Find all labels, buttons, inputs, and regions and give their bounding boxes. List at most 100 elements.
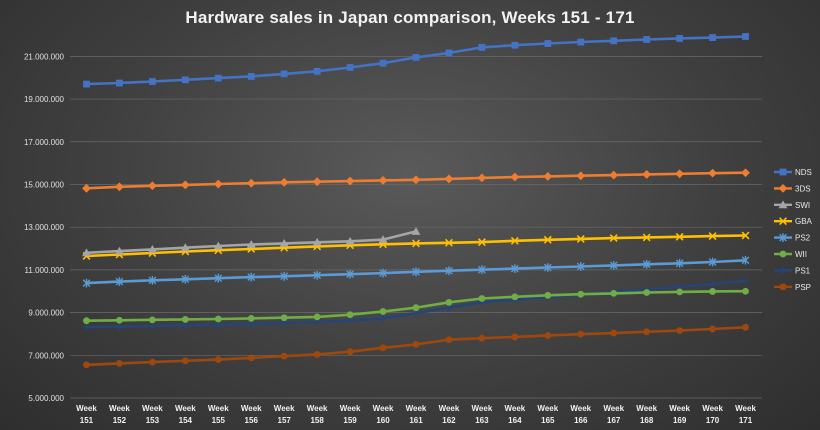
legend-label: SWI [795, 201, 810, 210]
data-point-nds [511, 41, 519, 49]
legend-item-wii: WII [774, 250, 807, 259]
legend-marker [778, 184, 788, 193]
data-point-nds [709, 34, 716, 41]
data-point-wii [577, 290, 585, 298]
series-group [82, 33, 750, 369]
y-tick-label: 7.000.000 [28, 351, 64, 360]
data-point-ps2 [247, 272, 256, 282]
x-tick-label: 157 [278, 416, 292, 425]
legend-item-gba: GBA [774, 217, 813, 226]
x-tick-label: Week [702, 404, 723, 413]
data-point-3ds [213, 179, 223, 189]
data-point-psp [83, 361, 90, 369]
data-point-nds [313, 67, 321, 75]
data-point-wii [643, 289, 651, 296]
x-tick-label: Week [537, 404, 558, 413]
x-tick-label: Week [142, 404, 163, 413]
data-point-nds [181, 76, 189, 84]
data-point-wii [148, 316, 156, 324]
data-point-psp [280, 352, 288, 360]
data-point-ps2 [543, 263, 552, 272]
data-point-psp [116, 360, 123, 367]
x-tick-label: 165 [541, 416, 555, 425]
data-point-wii [742, 287, 749, 295]
data-point-wii [214, 315, 222, 323]
data-point-3ds [675, 169, 685, 179]
data-point-nds [742, 33, 749, 40]
y-tick-label: 19.000.000 [24, 95, 65, 104]
data-point-nds [412, 54, 420, 61]
x-tick-label: Week [735, 404, 756, 413]
series-ps2 [82, 255, 750, 288]
data-point-psp [478, 334, 486, 342]
data-point-3ds [312, 177, 322, 187]
data-point-psp [709, 325, 716, 333]
data-point-psp [676, 327, 684, 334]
data-point-nds [247, 73, 255, 80]
legend-label: PSP [795, 283, 811, 292]
data-point-ps2 [148, 275, 157, 285]
data-point-ps2 [609, 260, 618, 270]
data-point-psp [742, 323, 749, 331]
data-point-3ds [115, 182, 124, 192]
legend-marker [779, 217, 787, 226]
x-tick-label: Week [208, 404, 229, 413]
data-point-wii [247, 314, 255, 322]
data-point-nds [445, 49, 453, 57]
data-point-psp [313, 351, 321, 358]
x-tick-label: Week [340, 404, 361, 413]
data-point-ps2 [642, 259, 651, 269]
data-point-wii [116, 316, 123, 324]
data-point-nds [544, 40, 552, 47]
data-point-3ds [642, 170, 652, 179]
legend-item-psp: PSP [774, 283, 811, 292]
x-tick-label: 162 [442, 416, 456, 425]
series-swi [82, 227, 421, 257]
data-point-nds [610, 37, 618, 45]
x-tick-label: Week [570, 404, 591, 413]
x-tick-label: Week [373, 404, 394, 413]
data-point-psp [346, 348, 354, 356]
data-point-swi [279, 239, 289, 247]
y-axis: 5.000.000 7.000.000 9.000.000 11.000.000 13.… [24, 52, 65, 403]
data-point-nds [379, 59, 387, 67]
data-point-ps2 [346, 269, 354, 279]
y-tick-label: 11.000.000 [25, 266, 65, 275]
data-point-3ds [378, 176, 388, 185]
data-point-ps1 [214, 321, 222, 329]
data-point-3ds [510, 172, 520, 182]
x-tick-label: 153 [146, 416, 160, 425]
data-point-wii [313, 313, 321, 321]
legend: NDS 3DS SWI GBA PS2 WII PS1 PSP [774, 168, 813, 292]
data-point-swi [115, 246, 124, 255]
data-point-psp [577, 330, 585, 338]
legend-label: PS1 [795, 266, 811, 275]
x-tick-label: Week [307, 404, 328, 413]
data-point-wii [181, 316, 189, 323]
data-point-swi [378, 235, 388, 243]
y-tick-label: 21.000.000 [24, 52, 65, 61]
data-point-psp [247, 354, 255, 362]
data-point-ps2 [82, 278, 91, 288]
data-point-ps1 [116, 323, 123, 331]
data-point-ps2 [379, 268, 387, 278]
data-point-nds [148, 78, 156, 85]
data-point-3ds [147, 181, 157, 191]
data-point-3ds [82, 183, 91, 193]
data-point-ps2 [214, 273, 223, 283]
data-point-3ds [708, 168, 717, 178]
data-point-ps2 [313, 270, 322, 280]
data-point-ps2 [181, 274, 190, 284]
data-point-swi [147, 244, 157, 253]
data-point-psp [214, 356, 222, 363]
legend-label: 3DS [795, 184, 811, 193]
data-point-ps2 [478, 265, 486, 275]
data-point-gba [543, 235, 552, 244]
data-point-swi [180, 243, 190, 252]
legend-item-swi: SWI [774, 200, 810, 210]
legend-marker [779, 233, 787, 242]
x-tick-label: 159 [343, 416, 357, 425]
data-point-ps1 [83, 323, 90, 331]
x-tick-label: 156 [245, 416, 259, 425]
